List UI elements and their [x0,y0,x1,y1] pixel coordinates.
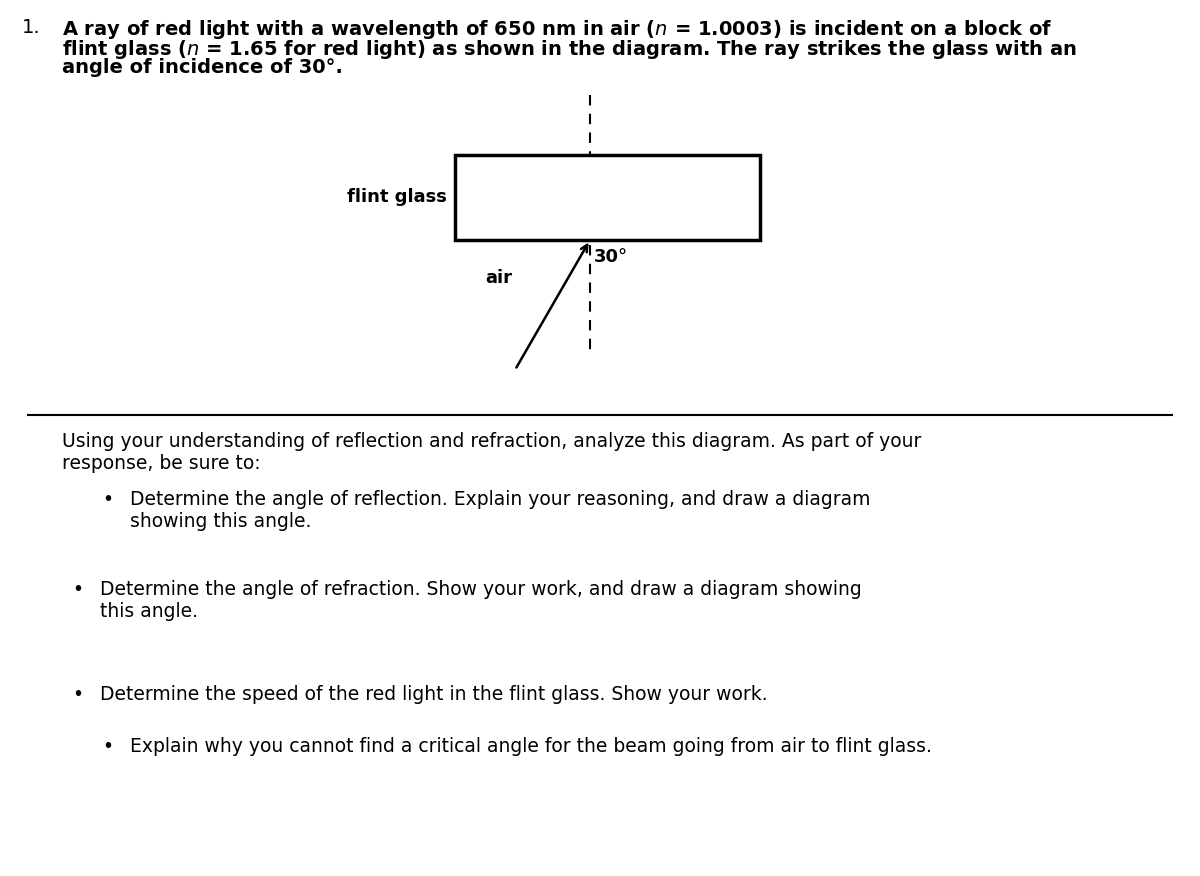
Text: response, be sure to:: response, be sure to: [62,454,260,473]
Text: this angle.: this angle. [100,602,198,621]
Text: Determine the angle of refraction. Show your work, and draw a diagram showing: Determine the angle of refraction. Show … [100,580,862,599]
Text: •: • [72,580,84,599]
Text: 30°: 30° [594,248,628,266]
Text: •: • [102,490,114,509]
Bar [455,155,760,240]
Text: Determine the speed of the red light in the flint glass. Show your work.: Determine the speed of the red light in … [100,685,768,704]
Text: A ray of red light with a wavelength of 650 nm in air ($n$ = 1.0003) is incident: A ray of red light with a wavelength of … [62,18,1052,41]
Text: Explain why you cannot find a critical angle for the beam going from air to flin: Explain why you cannot find a critical a… [130,737,932,756]
Text: angle of incidence of 30°.: angle of incidence of 30°. [62,58,343,77]
Text: flint glass ($n$ = 1.65 for red light) as shown in the diagram. The ray strikes : flint glass ($n$ = 1.65 for red light) a… [62,38,1078,61]
Text: showing this angle.: showing this angle. [130,512,311,531]
Text: flint glass: flint glass [347,188,446,207]
Text: Using your understanding of reflection and refraction, analyze this diagram. As : Using your understanding of reflection a… [62,432,922,451]
Text: air: air [485,269,512,287]
Text: •: • [102,737,114,756]
Text: •: • [72,685,84,704]
Text: 1.: 1. [22,18,41,37]
Text: Determine the angle of reflection. Explain your reasoning, and draw a diagram: Determine the angle of reflection. Expla… [130,490,870,509]
